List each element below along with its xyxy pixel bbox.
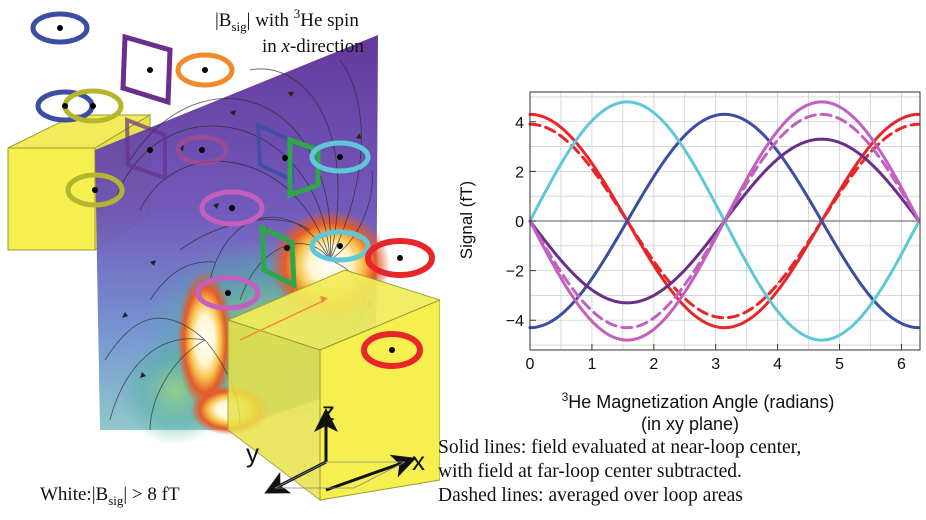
chart-ylabel: Signal (fT) <box>458 181 476 259</box>
field-illustration: |Bsig| with 3He spin in x-direction z y … <box>7 6 440 508</box>
illustration-heading-line2: in x-direction <box>262 36 364 57</box>
series-line-6 <box>528 112 921 330</box>
x-tick-label: 4 <box>773 356 782 373</box>
y-tick-label: −4 <box>506 313 524 330</box>
loop-purple-square-top <box>120 33 173 106</box>
loop-centers <box>57 25 403 353</box>
loop-green-square-upper <box>287 136 321 199</box>
loop-blue-top <box>30 11 90 45</box>
loop-purple-square-mid <box>124 117 167 181</box>
front-yellow-box <box>226 269 440 502</box>
loop-cyan-upper <box>309 140 371 174</box>
y-tick-label: −2 <box>506 264 524 281</box>
chart-grid <box>530 92 920 350</box>
loop-magenta-left <box>199 189 265 227</box>
caption-line1: Solid lines: field evaluated at near-loo… <box>438 437 802 458</box>
caption-line3: Dashed lines: averaged over loop areas <box>438 485 743 506</box>
x-tick-label: 2 <box>649 356 658 373</box>
series-line-0 <box>528 112 921 330</box>
loop-red-right <box>365 238 435 278</box>
chart-series <box>528 100 921 342</box>
coordinate-axes: z y x <box>246 396 425 494</box>
caption-line2: with field at far-loop center subtracted… <box>438 461 742 482</box>
loop-red-lower <box>361 331 423 369</box>
loops <box>30 11 435 369</box>
loop-magenta-mid <box>175 134 229 166</box>
loop-cyan-lower <box>309 229 371 263</box>
illustration-heading-line1: |Bsig| with 3He spin <box>215 6 359 34</box>
chart-xlabel: 3He Magnetization Angle (radians) <box>562 390 835 412</box>
series-line-2 <box>528 112 921 330</box>
y-tick-label: 0 <box>515 214 524 231</box>
axis-z-label: z <box>322 396 335 426</box>
white-threshold-note: White:|Bsig| > 8 fT <box>40 484 180 508</box>
signal-chart: 0 1 2 3 4 5 6 −4 −2 0 2 4 Signal (fT) 3He Magnetiza… <box>458 91 921 434</box>
series-line-1 <box>528 122 921 320</box>
y-tick-label: 4 <box>515 115 524 132</box>
axis-x-label: x <box>412 446 425 476</box>
x-tick-label: 0 <box>526 356 535 373</box>
loop-orange-top <box>175 52 235 88</box>
chart-ticks: 0 1 2 3 4 5 6 −4 −2 0 2 4 <box>506 115 906 373</box>
axis-y-label: y <box>246 438 259 468</box>
loop-olive-lower <box>65 172 125 208</box>
loop-green-square-lower <box>259 223 297 290</box>
x-tick-label: 3 <box>711 356 720 373</box>
x-tick-label: 1 <box>587 356 596 373</box>
chart-xlabel-line2: (in xy plane) <box>641 414 739 434</box>
caption: Solid lines: field evaluated at near-loo… <box>438 436 923 508</box>
x-tick-label: 6 <box>897 356 906 373</box>
y-tick-label: 2 <box>515 164 524 181</box>
x-tick-label: 5 <box>835 356 844 373</box>
loop-magenta-lower <box>195 275 261 311</box>
